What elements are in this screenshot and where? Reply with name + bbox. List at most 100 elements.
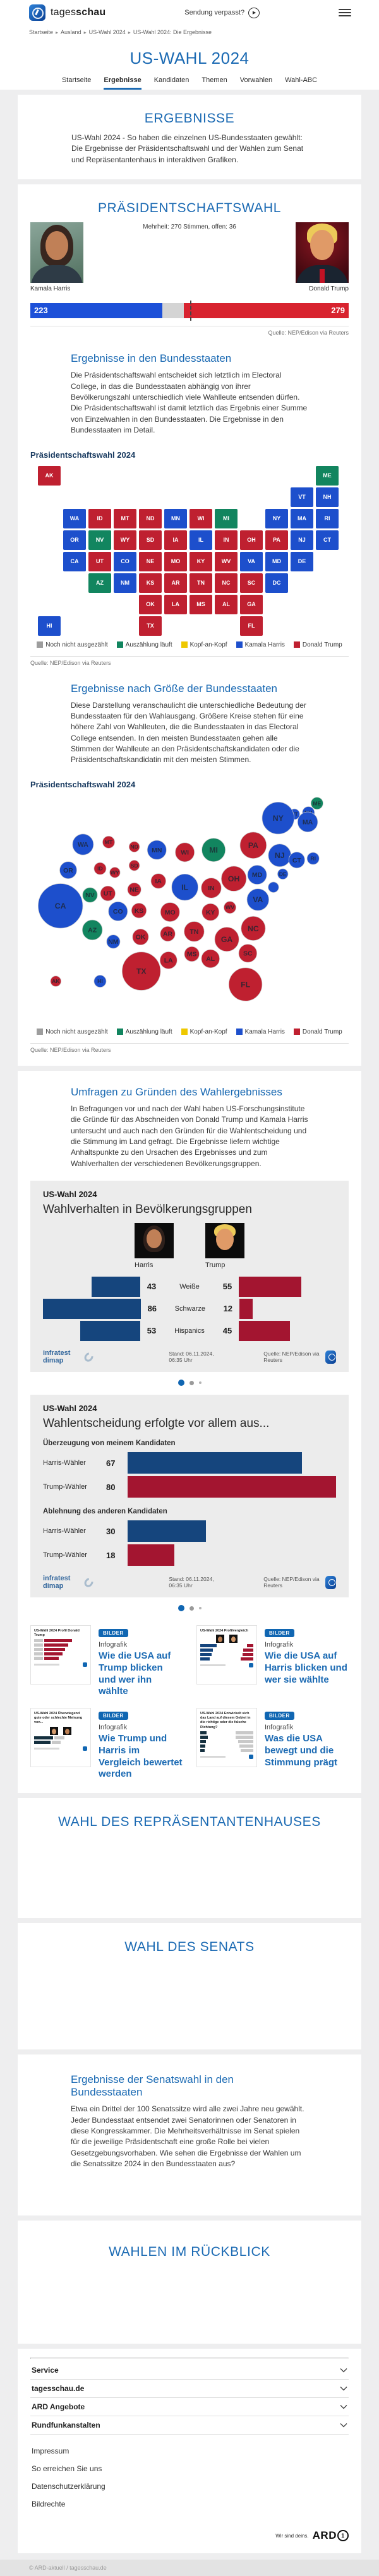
state-bubble-TN[interactable] xyxy=(184,921,205,942)
state-bubble-NM[interactable] xyxy=(106,934,121,949)
state-bubble-ME[interactable] xyxy=(310,797,323,810)
breadcrumb-item[interactable]: US-Wahl 2024 xyxy=(88,29,126,35)
state-tile-IL[interactable]: IL xyxy=(190,530,212,550)
state-bubble-IA[interactable] xyxy=(150,873,166,889)
state-bubble-WV[interactable] xyxy=(224,901,236,914)
state-tile-AZ[interactable]: AZ xyxy=(88,573,111,593)
state-bubble-MS[interactable] xyxy=(184,946,200,962)
state-bubble-AK[interactable] xyxy=(50,975,62,987)
state-tile-WV[interactable]: WV xyxy=(215,551,238,571)
state-bubble-WI[interactable] xyxy=(175,842,195,862)
state-bubble-MI[interactable] xyxy=(202,838,226,862)
state-tile-WI[interactable]: WI xyxy=(190,508,212,528)
teaser-title[interactable]: Wie die USA auf Trump blicken und wer ih… xyxy=(99,1650,171,1697)
state-tile-AR[interactable]: AR xyxy=(164,573,187,593)
state-tile-NH[interactable]: NH xyxy=(316,487,339,507)
breadcrumb-item[interactable]: US-Wahl 2024: Die Ergebnisse xyxy=(133,29,212,35)
state-bubble-OK[interactable] xyxy=(132,928,149,945)
state-bubble-CO[interactable] xyxy=(108,901,128,921)
state-bubble-TX[interactable] xyxy=(121,951,161,991)
state-tile-MI[interactable]: MI xyxy=(215,508,238,528)
state-bubble-AR[interactable] xyxy=(160,926,176,942)
state-tile-GA[interactable]: GA xyxy=(240,594,263,614)
tab-kandidaten[interactable]: Kandidaten xyxy=(153,76,190,84)
dot[interactable] xyxy=(189,1606,194,1611)
state-tile-VA[interactable]: VA xyxy=(240,551,263,571)
state-tile-SD[interactable]: SD xyxy=(139,530,162,550)
state-tile-CA[interactable]: CA xyxy=(63,551,86,571)
state-tile-NM[interactable]: NM xyxy=(114,573,136,593)
dot-active[interactable] xyxy=(177,1605,184,1612)
state-bubble-RI[interactable] xyxy=(306,852,320,865)
state-bubble-SD[interactable] xyxy=(128,859,140,871)
state-tile-IN[interactable]: IN xyxy=(215,530,238,550)
state-bubble-SC[interactable] xyxy=(238,943,258,963)
tab-themen[interactable]: Themen xyxy=(202,76,227,84)
teaser-title[interactable]: Was die USA bewegt und die Stimmung präg… xyxy=(265,1733,337,1768)
dot[interactable] xyxy=(189,1380,194,1385)
state-tile-NV[interactable]: NV xyxy=(88,530,111,550)
state-bubble-NY[interactable] xyxy=(262,801,295,835)
state-tile-OK[interactable]: OK xyxy=(139,594,162,614)
state-bubble-DC[interactable] xyxy=(268,881,279,893)
state-tile-IA[interactable]: IA xyxy=(164,530,187,550)
state-bubble-VA[interactable] xyxy=(246,888,270,911)
footer-link-bildrechte[interactable]: Bildrechte xyxy=(32,2500,66,2509)
state-bubble-CT[interactable] xyxy=(288,851,305,869)
state-bubble-NC[interactable] xyxy=(241,915,266,941)
state-tile-ID[interactable]: ID xyxy=(88,508,111,528)
state-bubble-AL[interactable] xyxy=(201,949,220,969)
state-tile-CO[interactable]: CO xyxy=(114,551,136,571)
state-bubble-DE[interactable] xyxy=(277,868,289,880)
state-tile-NC[interactable]: NC xyxy=(215,573,238,593)
state-tile-MO[interactable]: MO xyxy=(164,551,187,571)
state-tile-NJ[interactable]: NJ xyxy=(291,530,313,550)
state-tile-ND[interactable]: ND xyxy=(139,508,162,528)
state-bubble-MO[interactable] xyxy=(160,902,180,922)
footer-link-datenschutzerkl-rung[interactable]: Datenschutzerklärung xyxy=(32,2482,105,2491)
state-tile-MN[interactable]: MN xyxy=(164,508,187,528)
footer-link-impressum[interactable]: Impressum xyxy=(32,2447,69,2456)
state-tile-SC[interactable]: SC xyxy=(240,573,263,593)
state-tile-KY[interactable]: KY xyxy=(190,551,212,571)
teaser-card-1[interactable]: US-Wahl 2024 Profil Donald Trump BILDER In… xyxy=(30,1625,183,1698)
state-tile-WY[interactable]: WY xyxy=(114,530,136,550)
state-bubble-IL[interactable] xyxy=(171,873,198,901)
state-tile-ME[interactable]: ME xyxy=(316,465,339,486)
state-bubble-CA[interactable] xyxy=(37,883,83,929)
state-bubble-MD[interactable] xyxy=(247,864,267,885)
footer-accordion-rundfunkanstalten[interactable]: Rundfunkanstalten xyxy=(30,2416,349,2435)
state-bubble-GA[interactable] xyxy=(214,926,239,952)
state-bubble-MN[interactable] xyxy=(147,840,167,860)
state-tile-MT[interactable]: MT xyxy=(114,508,136,528)
state-bubble-OH[interactable] xyxy=(220,866,247,891)
teaser-title[interactable]: Wie Trump und Harris im Vergleich bewert… xyxy=(99,1733,183,1780)
footer-accordion-service[interactable]: Service xyxy=(30,2361,349,2380)
state-tile-LA[interactable]: LA xyxy=(164,594,187,614)
state-bubble-IN[interactable] xyxy=(201,878,222,898)
state-tile-OR[interactable]: OR xyxy=(63,530,86,550)
breadcrumb-item[interactable]: Ausland xyxy=(61,29,81,35)
state-tile-AL[interactable]: AL xyxy=(215,594,238,614)
state-bubble-LA[interactable] xyxy=(159,951,177,969)
state-tile-WA[interactable]: WA xyxy=(63,508,86,528)
state-tile-VT[interactable]: VT xyxy=(291,487,313,507)
teaser-card-3[interactable]: US-Wahl 2024 Überwiegend gute oder schle… xyxy=(30,1708,183,1780)
footer-accordion-ard-angebote[interactable]: ARD Angebote xyxy=(30,2398,349,2417)
state-bubble-NV[interactable] xyxy=(82,887,98,903)
state-bubble-KS[interactable] xyxy=(131,902,147,919)
state-bubble-MT[interactable] xyxy=(102,835,115,849)
state-tile-CT[interactable]: CT xyxy=(316,530,339,550)
state-tile-DC[interactable]: DC xyxy=(265,573,288,593)
state-bubble-MA[interactable] xyxy=(297,811,318,832)
state-tile-MA[interactable]: MA xyxy=(291,508,313,528)
state-bubble-WY[interactable] xyxy=(109,866,121,878)
teaser-card-2[interactable]: US-Wahl 2024 Profilvergleich BILDER Infogr… xyxy=(196,1625,349,1698)
menu-icon[interactable] xyxy=(339,9,351,16)
state-tile-NE[interactable]: NE xyxy=(139,551,162,571)
state-bubble-OR[interactable] xyxy=(59,861,77,879)
state-bubble-ND[interactable] xyxy=(128,841,140,852)
tab-vorwahlen[interactable]: Vorwahlen xyxy=(239,76,273,84)
state-tile-MS[interactable]: MS xyxy=(190,594,212,614)
state-tile-UT[interactable]: UT xyxy=(88,551,111,571)
